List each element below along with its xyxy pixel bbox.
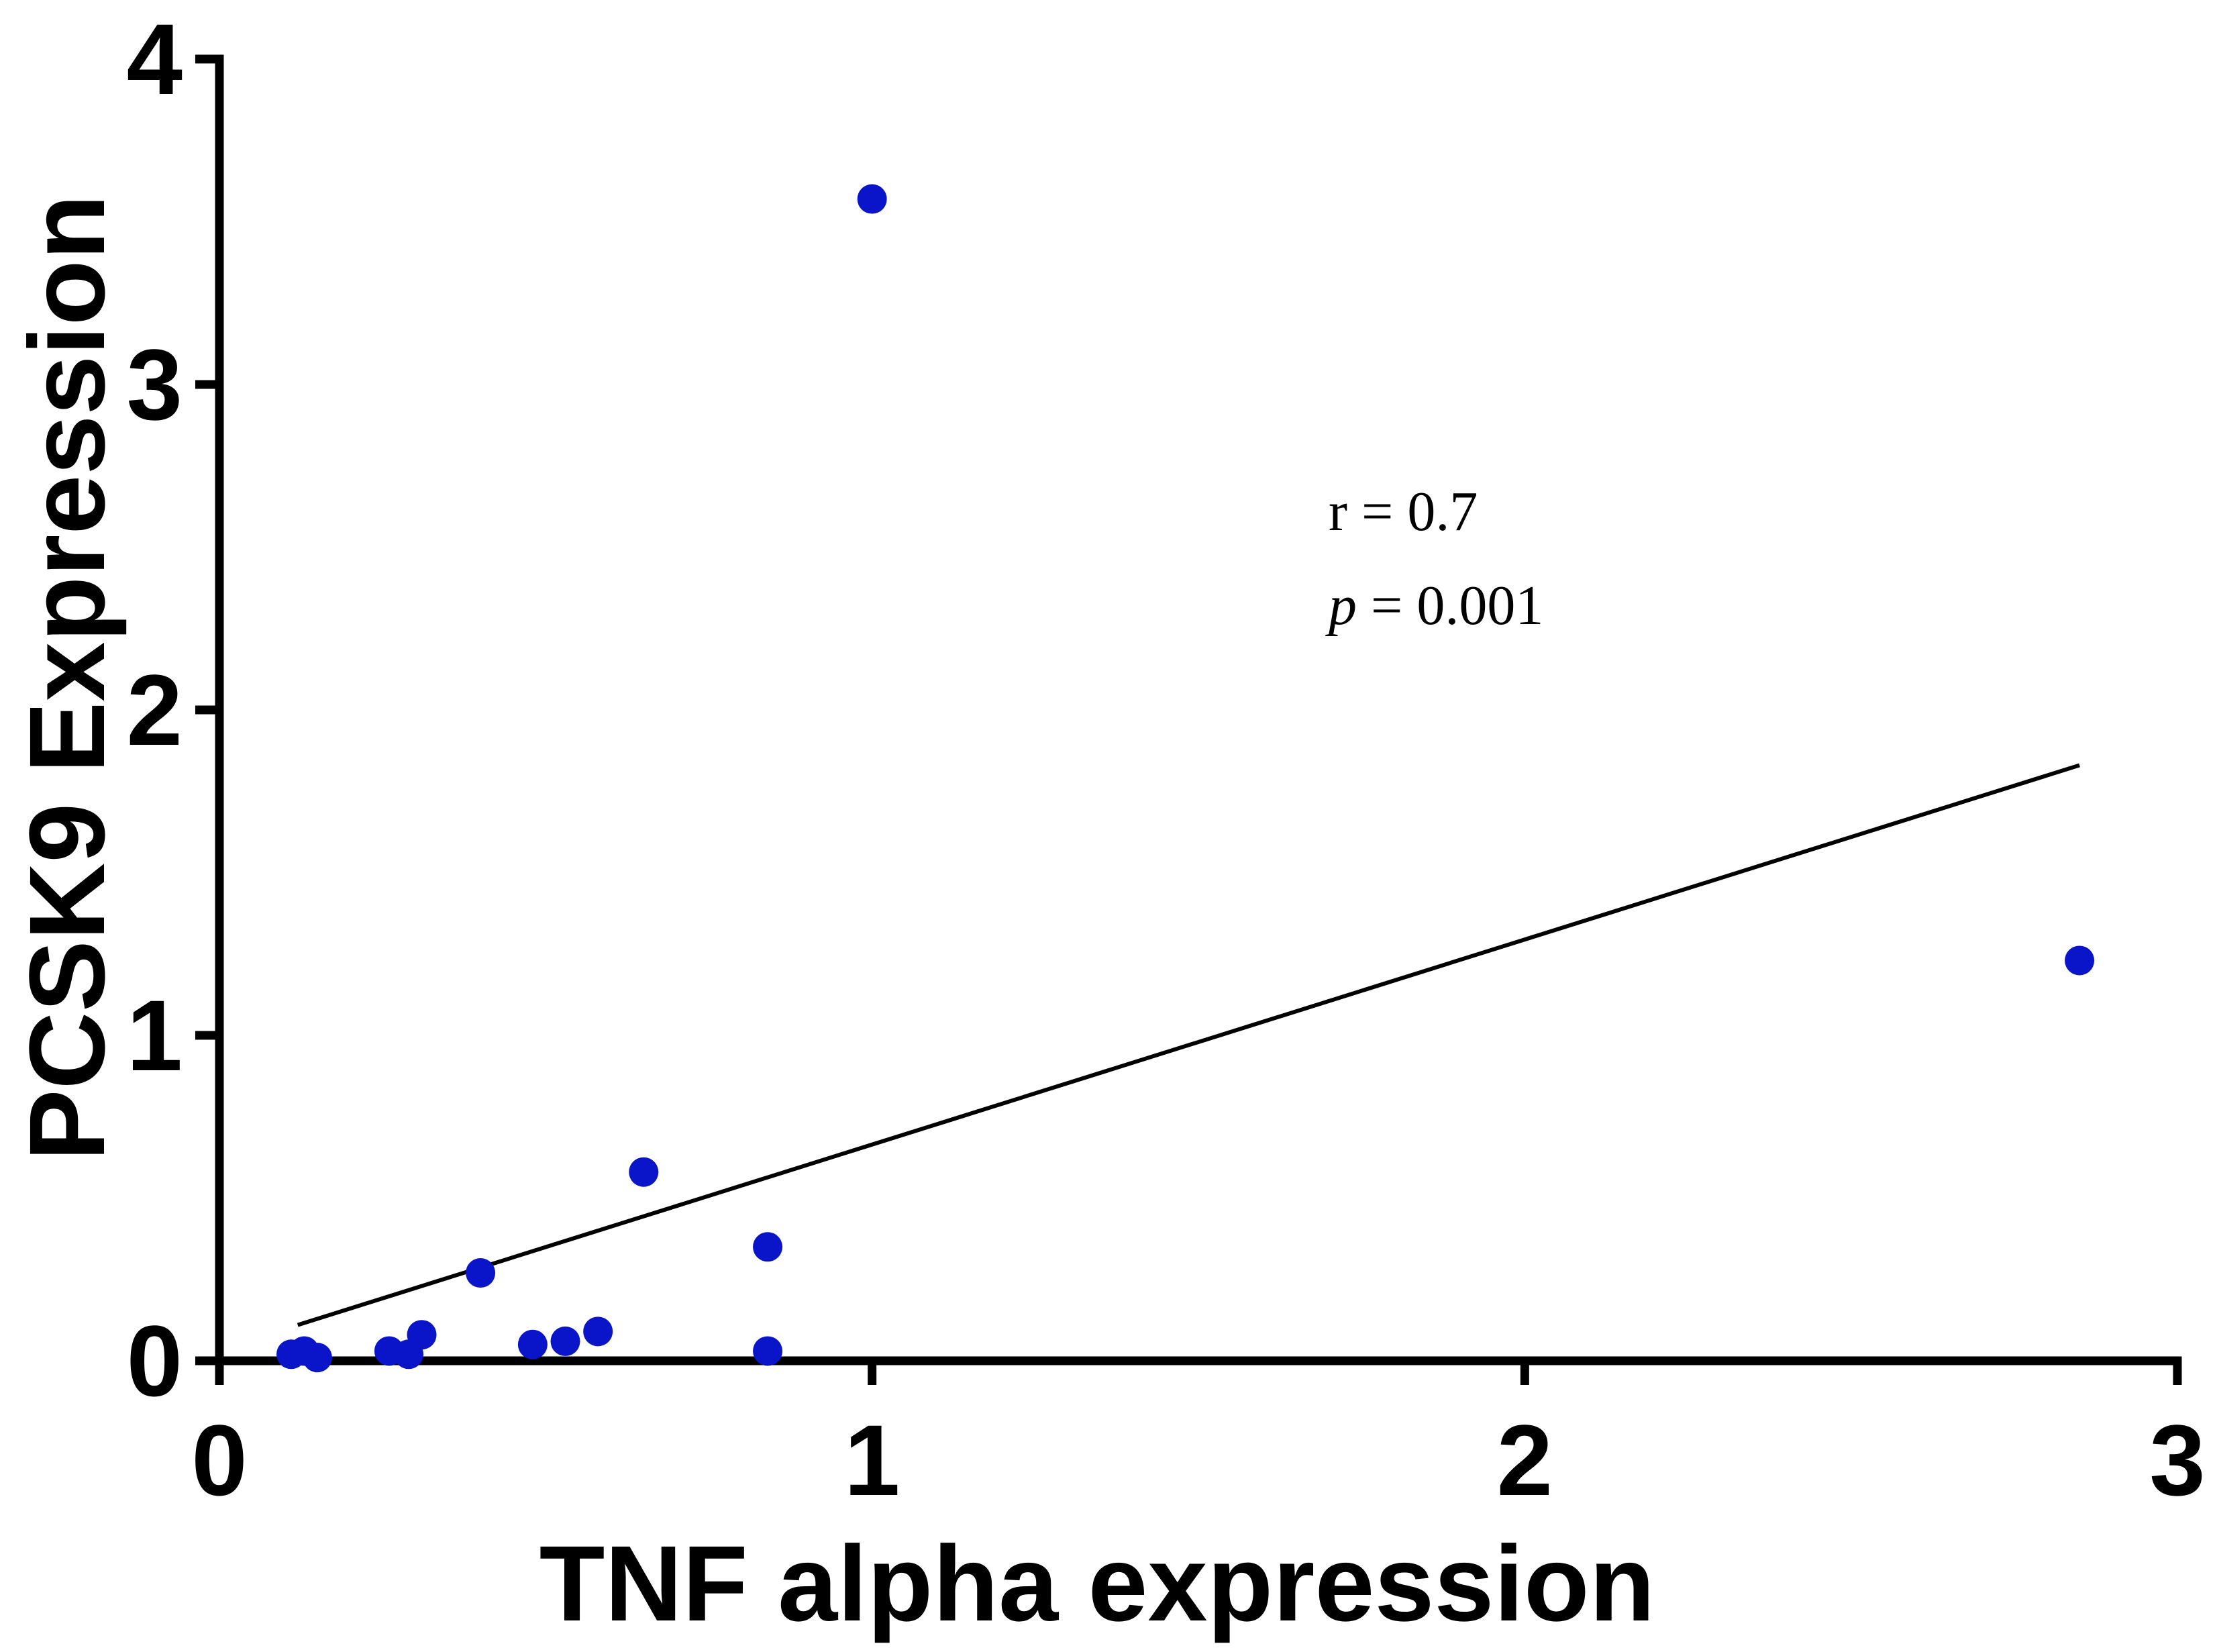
data-point [753,1232,783,1262]
data-point [407,1320,437,1350]
data-point [753,1336,783,1366]
y-tick-label: 3 [127,328,183,441]
y-tick-label: 2 [127,654,183,766]
p-value-annotation: p = 0.001 [1325,574,1543,637]
p-value-text: = 0.001 [1357,574,1543,637]
y-axis-ticks: 0 1 2 3 4 [127,3,219,1417]
data-point [583,1317,613,1347]
data-point [302,1343,332,1373]
data-point [550,1326,580,1356]
data-point [466,1258,496,1288]
p-symbol: p [1325,574,1357,637]
correlation-annotation: r = 0.7 [1329,480,1478,543]
data-point [2065,945,2095,976]
x-tick-label: 1 [844,1404,900,1516]
x-tick-label: 0 [191,1404,247,1516]
y-tick-label: 0 [127,1304,183,1417]
data-point [629,1157,659,1187]
data-point [857,184,887,214]
regression-line [297,763,2080,1327]
x-tick-label: 3 [2149,1404,2205,1516]
x-axis-ticks: 0 1 2 3 [191,1361,2206,1516]
x-tick-label: 2 [1497,1404,1553,1516]
y-axis-title: PCSK9 Expression [7,195,127,1161]
y-tick-label: 1 [127,979,183,1092]
x-axis-title: TNF alpha expression [539,1523,1655,1643]
data-point [517,1329,548,1359]
y-tick-label: 4 [127,3,183,115]
data-points [276,184,2095,1373]
